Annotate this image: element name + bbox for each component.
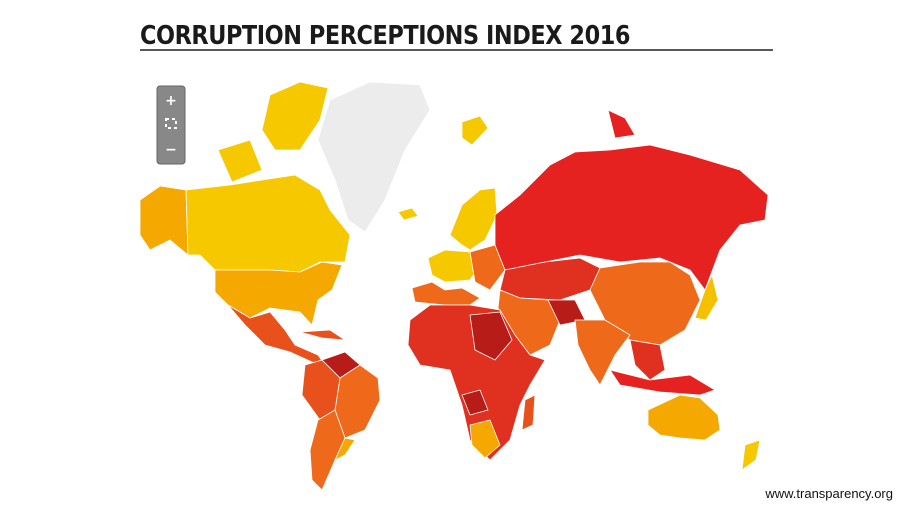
source-url: www.transparency.org	[764, 486, 893, 501]
zoom-out-area[interactable]	[160, 139, 182, 161]
japan	[694, 274, 719, 321]
russia	[494, 144, 769, 291]
eastern-europe	[469, 244, 506, 291]
zoom-out-button[interactable]: −	[160, 139, 182, 161]
alaska	[139, 185, 189, 256]
zoom-out-label[interactable]: −	[165, 142, 177, 158]
caribbean	[299, 329, 346, 341]
indonesia	[609, 369, 716, 396]
uruguay	[334, 437, 356, 461]
novaya-zemlya	[607, 109, 636, 139]
zoom-controls: + −	[156, 85, 186, 165]
southern-africa	[469, 419, 501, 459]
svalbard	[461, 115, 489, 146]
africa	[407, 304, 546, 461]
argentina	[309, 409, 346, 491]
world-map	[139, 81, 769, 491]
australia	[647, 394, 721, 441]
madagascar	[521, 394, 536, 431]
fit-icon[interactable]	[165, 118, 177, 129]
canada-islands	[217, 81, 329, 183]
title: CORRUPTION PERCEPTIONS INDEX 2016	[140, 21, 630, 51]
southern-europe	[411, 281, 481, 306]
congo	[461, 389, 489, 416]
fit-button[interactable]	[165, 118, 177, 129]
zoom-in-button[interactable]: +	[160, 89, 182, 111]
scandinavia	[449, 187, 498, 251]
greenland	[317, 81, 431, 233]
zoom-in-label[interactable]: +	[165, 93, 177, 109]
iceland	[397, 207, 419, 221]
canada	[185, 174, 351, 273]
usa	[214, 261, 343, 326]
southeast-asia	[629, 339, 666, 381]
sahel	[469, 311, 513, 361]
india	[574, 319, 631, 386]
new-zealand	[741, 439, 761, 471]
zoom-in-area[interactable]	[160, 89, 182, 111]
